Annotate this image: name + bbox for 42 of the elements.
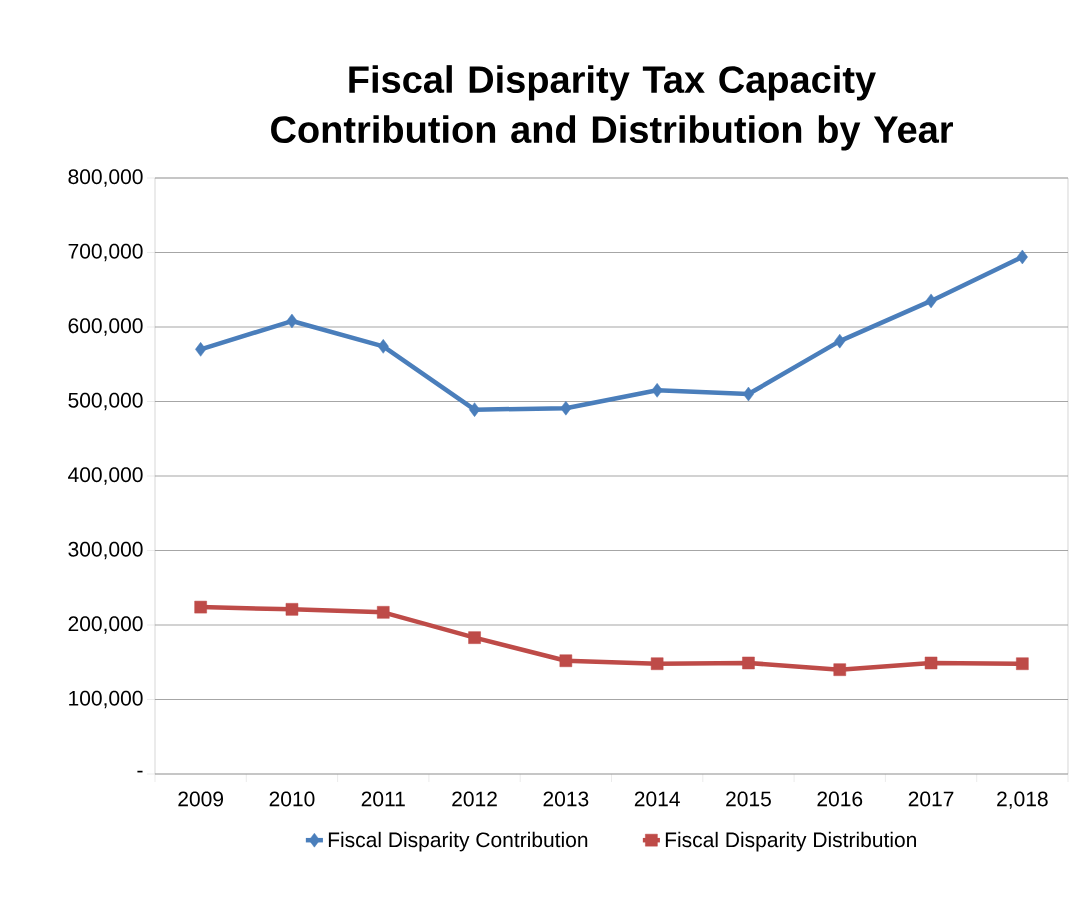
point — [469, 402, 481, 417]
y-tick-label: 100,000 — [69, 690, 143, 709]
x-tick-label: 2012 — [452, 791, 497, 807]
point — [650, 657, 664, 670]
point — [194, 600, 207, 614]
x-tick-label: 2017 — [908, 791, 954, 807]
x-tick-label: 2014 — [634, 791, 680, 807]
point — [742, 386, 754, 402]
point — [1016, 249, 1028, 265]
point — [377, 339, 389, 354]
x-tick-label: 2010 — [269, 791, 315, 807]
point — [286, 313, 298, 329]
x-tick-label: 2,018 — [997, 791, 1048, 809]
point — [1016, 657, 1029, 670]
x-tick-label: 2016 — [817, 791, 863, 807]
point — [285, 603, 299, 616]
x-tick-label: 2015 — [726, 791, 771, 807]
point — [377, 606, 390, 619]
point — [925, 293, 937, 309]
y-tick-label: 300,000 — [68, 541, 143, 560]
y-tick-label: 600,000 — [68, 318, 143, 336]
y-tick-label: 400,000 — [68, 467, 143, 485]
x-tick-label: 2011 — [361, 791, 405, 807]
y-tick-label: - — [137, 770, 143, 773]
x-tick-label: 2013 — [543, 791, 589, 807]
point — [559, 654, 573, 667]
point — [833, 663, 846, 676]
y-tick-label: 500,000 — [68, 392, 143, 411]
chart-title: Fiscal Disparity Tax Capacity Contribution and Distribution by Year — [271, 65, 953, 151]
x-tick-label: 2009 — [178, 791, 223, 807]
point — [651, 383, 663, 398]
y-tick-label: 700,000 — [68, 243, 143, 262]
point — [560, 400, 572, 416]
point — [834, 333, 846, 349]
point — [924, 656, 938, 670]
point — [468, 631, 481, 644]
point — [195, 342, 207, 357]
y-tick-label: 800,000 — [68, 169, 143, 187]
point — [742, 656, 755, 670]
legend-label: Fiscal Disparity Distribution — [665, 831, 916, 852]
y-tick-label: 200,000 — [68, 616, 143, 634]
legend-label: Fiscal Disparity Contribution — [328, 831, 588, 852]
